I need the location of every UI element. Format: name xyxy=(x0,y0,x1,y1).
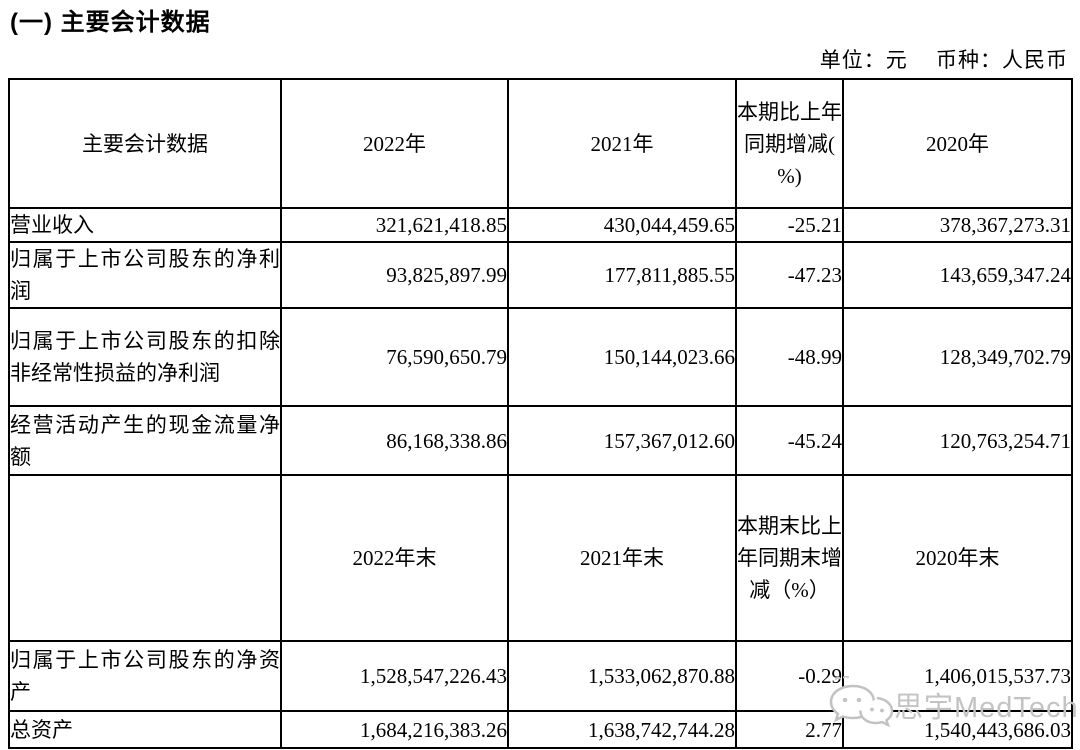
value-2021: 1,638,742,744.28 xyxy=(507,710,737,749)
row-label: 经营活动产生的现金流量净额 xyxy=(8,405,282,476)
row-label: 归属于上市公司股东的净资产 xyxy=(8,640,282,712)
value-change-pct: 2.77 xyxy=(735,710,844,749)
value-2022: 1,528,547,226.43 xyxy=(280,640,509,712)
value-2021: 150,144,023.66 xyxy=(507,307,737,407)
row-label: 归属于上市公司股东的净利润 xyxy=(8,241,282,309)
value-2021: 177,811,885.55 xyxy=(507,241,737,309)
header-metric: 主要会计数据 xyxy=(8,78,282,209)
value-change-pct: -47.23 xyxy=(735,241,844,309)
value-2020: 128,349,702.79 xyxy=(842,307,1073,407)
value-2021: 157,367,012.60 xyxy=(507,405,737,476)
value-change-pct: -25.21 xyxy=(735,207,844,243)
value-2022: 86,168,338.86 xyxy=(280,405,509,476)
header-2022: 2022年 xyxy=(280,78,509,209)
header-end-change-pct: 本期末比上年同期末增减（%） xyxy=(735,474,844,642)
value-2022: 321,621,418.85 xyxy=(280,207,509,243)
header-2021: 2021年 xyxy=(507,78,737,209)
header-2020: 2020年 xyxy=(842,78,1073,209)
table-row-total-assets: 总资产 1,684,216,383.26 1,638,742,744.28 2.… xyxy=(8,710,1073,749)
row-label: 总资产 xyxy=(8,710,282,749)
header-2022-end: 2022年末 xyxy=(280,474,509,642)
page-title: (一) 主要会计数据 xyxy=(10,9,211,36)
key-accounting-data-table: 主要会计数据 2022年 2021年 本期比上年同期增减(%) 2020年 营业… xyxy=(8,78,1073,749)
value-2022: 93,825,897.99 xyxy=(280,241,509,309)
header-metric-empty xyxy=(8,474,282,642)
header-change-pct: 本期比上年同期增减(%) xyxy=(735,78,844,209)
value-change-pct: -48.99 xyxy=(735,307,844,407)
header-2021-end: 2021年末 xyxy=(507,474,737,642)
table-row-net-profit-deducted: 归属于上市公司股东的扣除非经常性损益的净利润 76,590,650.79 150… xyxy=(8,307,1073,407)
value-2020: 1,540,443,686.03 xyxy=(842,710,1073,749)
currency-unit-note: 单位：元 币种：人民币 xyxy=(819,48,1068,72)
value-change-pct: -45.24 xyxy=(735,405,844,476)
value-2022: 76,590,650.79 xyxy=(280,307,509,407)
table-header-row-year-end: 2022年末 2021年末 本期末比上年同期末增减（%） 2020年末 xyxy=(8,474,1073,642)
value-2020: 120,763,254.71 xyxy=(842,405,1073,476)
table-row-net-assets: 归属于上市公司股东的净资产 1,528,547,226.43 1,533,062… xyxy=(8,640,1073,712)
value-2022: 1,684,216,383.26 xyxy=(280,710,509,749)
header-2020-end: 2020年末 xyxy=(842,474,1073,642)
value-2021: 1,533,062,870.88 xyxy=(507,640,737,712)
value-2020: 143,659,347.24 xyxy=(842,241,1073,309)
row-label: 营业收入 xyxy=(8,207,282,243)
row-label: 归属于上市公司股东的扣除非经常性损益的净利润 xyxy=(8,307,282,407)
table-row-net-profit: 归属于上市公司股东的净利润 93,825,897.99 177,811,885.… xyxy=(8,241,1073,309)
value-change-pct: -0.29 xyxy=(735,640,844,712)
table-row-operating-cash-flow: 经营活动产生的现金流量净额 86,168,338.86 157,367,012.… xyxy=(8,405,1073,476)
table-header-row-annual: 主要会计数据 2022年 2021年 本期比上年同期增减(%) 2020年 xyxy=(8,78,1073,209)
value-2020: 1,406,015,537.73 xyxy=(842,640,1073,712)
table-row-revenue: 营业收入 321,621,418.85 430,044,459.65 -25.2… xyxy=(8,207,1073,243)
value-2020: 378,367,273.31 xyxy=(842,207,1073,243)
value-2021: 430,044,459.65 xyxy=(507,207,737,243)
